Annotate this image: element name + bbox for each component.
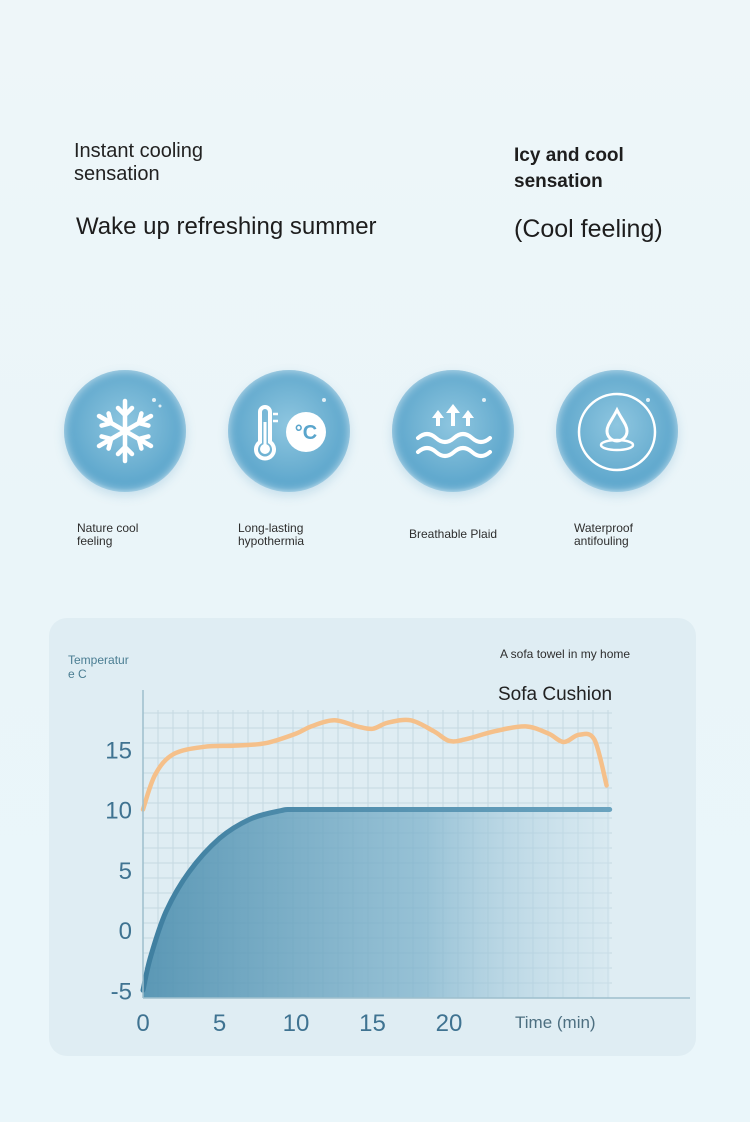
legend-sofa-towel: A sofa towel in my home [500, 647, 631, 661]
breathable-waves-icon [416, 398, 492, 458]
feature-label-breathable: Breathable Plaid [409, 527, 498, 541]
x-axis-label: Time (min) [515, 1013, 596, 1032]
feature-bubble: °C [228, 370, 350, 492]
feature-bubble [556, 370, 678, 492]
water-drop-icon [577, 392, 657, 472]
feature-bubble [392, 370, 514, 492]
x-tick-label: 15 [359, 1010, 386, 1037]
y-tick-label: 0 [119, 918, 132, 945]
y-tick-label: 5 [119, 858, 132, 885]
feature-label-long-lasting: Long-lasting hypothermia [238, 521, 305, 548]
feature-long-lasting: °C [228, 370, 354, 496]
feature-label-nature-cool: Nature cool feeling [77, 521, 139, 548]
feature-waterproof [556, 370, 682, 496]
subheadline-wake-up: Wake up refreshing summer [76, 213, 377, 240]
feature-breathable [392, 370, 518, 496]
subheadline-cool-feeling: (Cool feeling) [514, 215, 663, 243]
x-tick-label: 5 [213, 1010, 226, 1037]
feature-bubble [64, 370, 186, 492]
y-tick-label: -5 [111, 978, 132, 1005]
y-tick-label: 15 [105, 737, 132, 764]
series-sofa-cushion-area [143, 809, 610, 998]
series-sofa-cushion-line [140, 806, 613, 993]
feature-label-waterproof: Waterproof antifouling [574, 521, 633, 548]
y-tick-label: 10 [105, 798, 132, 825]
x-tick-label: 0 [136, 1010, 149, 1037]
x-tick-label: 20 [436, 1010, 463, 1037]
x-tick-label: 10 [283, 1010, 310, 1037]
svg-text:°C: °C [295, 422, 317, 444]
feature-nature-cool [64, 370, 190, 496]
y-axis-label: Temperatur e C [68, 653, 129, 681]
legend-sofa-cushion: Sofa Cushion [498, 684, 613, 705]
series-sofa-towel-line [140, 717, 609, 812]
headline-icy-cool: Icy and cool sensation [514, 145, 624, 192]
headline-instant-cooling: Instant cooling sensation [74, 140, 203, 185]
thermometer-celsius-icon: °C [254, 398, 326, 461]
snowflake-icon [96, 398, 162, 464]
